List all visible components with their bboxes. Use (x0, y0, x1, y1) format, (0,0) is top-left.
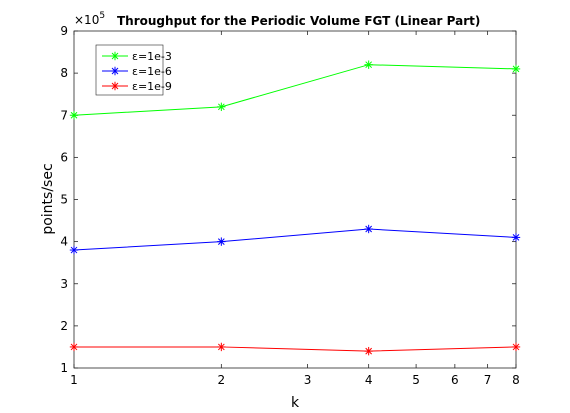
y-tick-label: 2 (60, 319, 68, 333)
data-point (217, 102, 226, 112)
data-point (511, 64, 521, 74)
y-tick-label: 8 (60, 66, 68, 80)
data-point (364, 60, 373, 69)
x-tick-label: 4 (365, 373, 373, 387)
x-tick-label: 2 (218, 373, 226, 387)
data-point (217, 342, 226, 352)
series-line (74, 346, 517, 352)
x-tick-label: 7 (484, 373, 492, 387)
y-tick-label: 4 (60, 235, 68, 249)
legend-marker (110, 66, 120, 76)
legend: ε=1e-3 ε=1e-6 ε=1e-9 (95, 44, 172, 96)
y-multiplier-exponent: 5 (99, 11, 105, 21)
legend-box (95, 44, 164, 96)
y-tick-label: 3 (60, 277, 68, 291)
series-line (73, 64, 517, 116)
y-axis-label: points/sec (40, 163, 56, 234)
data-point (364, 346, 373, 356)
series-2 (69, 224, 521, 255)
data-point (511, 342, 521, 352)
series-line (73, 228, 517, 251)
legend-label: ε=1e-3 (132, 50, 172, 63)
data-point (69, 245, 79, 255)
series-1 (69, 60, 521, 120)
y-tick-label: 1 (60, 361, 68, 375)
x-tick-label: 8 (512, 373, 520, 387)
x-tick-label: 1 (70, 373, 78, 387)
data-point (217, 237, 226, 246)
y-multiplier-base: ×10 (74, 13, 99, 27)
axis-ticks: 1 2 3 4 5 6 7 8 1 2 3 4 5 6 7 8 9 (60, 24, 519, 387)
chart-title: Throughput for the Periodic Volume FGT (… (117, 14, 480, 28)
legend-item: ε=1e-6 (102, 65, 172, 78)
legend-item: ε=1e-9 (102, 80, 172, 93)
data-series (69, 60, 521, 356)
y-tick-label: 6 (60, 150, 68, 164)
series-3 (69, 342, 521, 356)
legend-marker (110, 51, 120, 61)
legend-label: ε=1e-6 (132, 65, 172, 78)
data-point (69, 342, 79, 352)
x-tick-label: 3 (304, 373, 312, 387)
x-tick-label: 6 (451, 373, 459, 387)
data-point (364, 224, 373, 234)
data-point (511, 233, 521, 242)
y-tick-label: 5 (60, 193, 68, 207)
y-tick-label: 7 (60, 108, 68, 122)
x-tick-label: 5 (412, 373, 420, 387)
y-tick-label: 9 (60, 24, 68, 38)
legend-marker (110, 81, 120, 91)
legend-label: ε=1e-9 (132, 80, 172, 93)
x-axis-label: k (291, 395, 300, 411)
data-point (69, 111, 79, 120)
legend-item: ε=1e-3 (102, 50, 172, 63)
y-multiplier: ×105 (74, 11, 105, 27)
